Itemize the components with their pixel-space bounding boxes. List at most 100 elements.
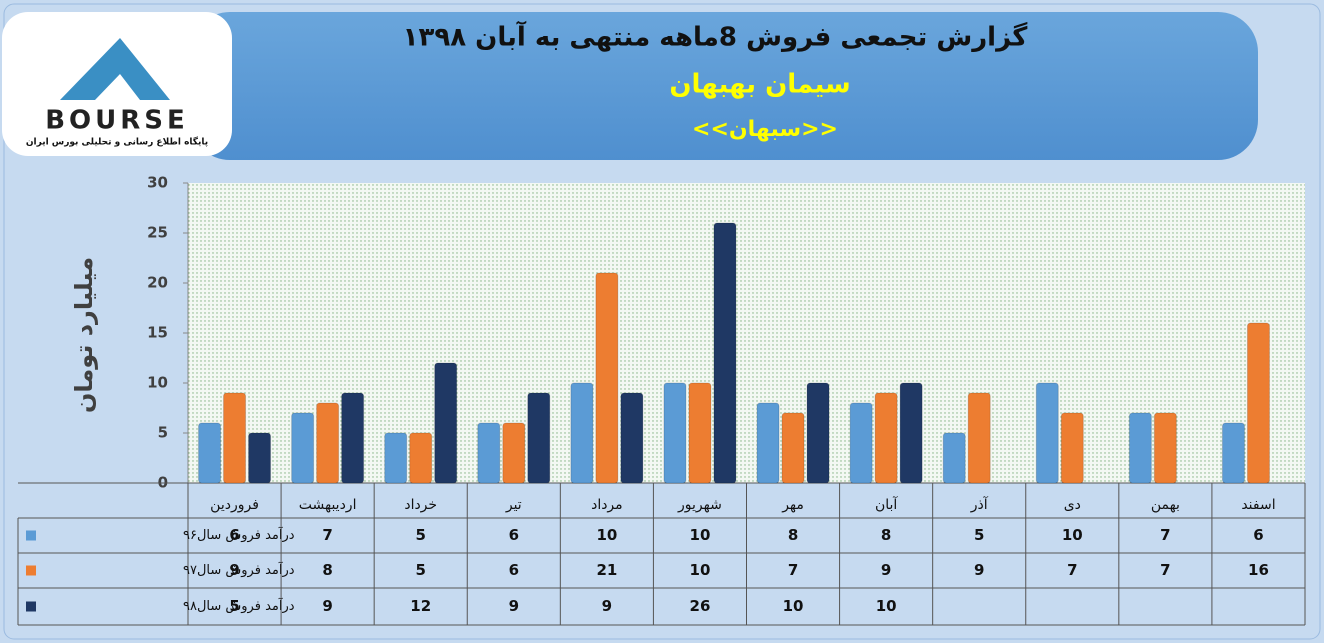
table-value: 9 bbox=[229, 561, 239, 579]
bar bbox=[198, 422, 222, 484]
legend-label: درآمد فروش سال۹۸ bbox=[183, 597, 295, 614]
table-value: 10 bbox=[876, 597, 897, 615]
table-value: 5 bbox=[415, 526, 425, 544]
x-tick-label: مهر bbox=[781, 497, 804, 513]
bar bbox=[849, 402, 873, 484]
table-value: 6 bbox=[229, 526, 239, 544]
table-value: 9 bbox=[974, 561, 984, 579]
bar bbox=[967, 392, 991, 484]
table-value: 6 bbox=[509, 561, 519, 579]
x-tick-label: اسفند bbox=[1241, 497, 1275, 513]
legend-label: درآمد فروش سال۹۶ bbox=[183, 526, 295, 543]
table-value: 10 bbox=[690, 561, 711, 579]
x-tick-label: تیر bbox=[505, 497, 522, 513]
table-value: 8 bbox=[322, 561, 332, 579]
y-tick-label: 10 bbox=[147, 374, 168, 392]
table-value: 9 bbox=[602, 597, 612, 615]
bar bbox=[620, 392, 644, 484]
bar bbox=[688, 382, 712, 484]
bar bbox=[713, 222, 737, 484]
table-value: 12 bbox=[410, 597, 431, 615]
header bbox=[190, 12, 1258, 160]
y-tick-label: 15 bbox=[147, 324, 168, 342]
x-tick-label: فروردین bbox=[210, 497, 259, 513]
table-value: 9 bbox=[509, 597, 519, 615]
bar bbox=[806, 382, 830, 484]
table-value: 5 bbox=[974, 526, 984, 544]
logo-text: BOURSE bbox=[45, 106, 189, 136]
x-tick-label: دی bbox=[1064, 497, 1081, 513]
x-tick-label: آذر bbox=[970, 496, 989, 513]
table-value: 9 bbox=[881, 561, 891, 579]
bar bbox=[942, 432, 966, 484]
table-value: 7 bbox=[1160, 526, 1170, 544]
x-tick-label: آبان bbox=[875, 496, 898, 513]
bar bbox=[595, 272, 619, 484]
bar bbox=[341, 392, 365, 484]
table-value: 6 bbox=[509, 526, 519, 544]
bar bbox=[502, 422, 526, 484]
table-value: 7 bbox=[1067, 561, 1077, 579]
table-value: 8 bbox=[788, 526, 798, 544]
bar bbox=[384, 432, 408, 484]
logo-tagline: پایگاه اطلاع رسانی و تحلیلی بورس ایران bbox=[26, 136, 208, 148]
bar bbox=[1246, 322, 1270, 484]
legend-label: درآمد فروش سال۹۷ bbox=[183, 561, 295, 578]
bar bbox=[663, 382, 687, 484]
bar bbox=[1153, 412, 1177, 484]
bar bbox=[1060, 412, 1084, 484]
bar bbox=[248, 432, 272, 484]
table-value: 6 bbox=[1253, 526, 1263, 544]
x-tick-label: بهمن bbox=[1151, 497, 1180, 513]
y-tick-label: 5 bbox=[158, 424, 168, 442]
bar bbox=[409, 432, 433, 484]
legend-swatch bbox=[26, 530, 36, 541]
table-value: 9 bbox=[322, 597, 332, 615]
table-value: 5 bbox=[415, 561, 425, 579]
y-tick-label: 20 bbox=[147, 274, 168, 292]
x-tick-label: اردیبهشت bbox=[299, 497, 357, 513]
table-value: 10 bbox=[1062, 526, 1083, 544]
bar bbox=[1128, 412, 1152, 484]
bar bbox=[223, 392, 247, 484]
y-tick-label: 30 bbox=[147, 174, 168, 192]
table-value: 7 bbox=[788, 561, 798, 579]
bar bbox=[874, 392, 898, 484]
x-tick-label: خرداد bbox=[404, 497, 437, 513]
bar bbox=[434, 362, 458, 484]
y-tick-label: 25 bbox=[147, 224, 168, 242]
bar bbox=[477, 422, 501, 484]
bar bbox=[316, 402, 340, 484]
bar bbox=[527, 392, 551, 484]
table-value: 10 bbox=[690, 526, 711, 544]
logo-icon bbox=[60, 38, 170, 100]
table-value: 10 bbox=[596, 526, 617, 544]
x-tick-label: مرداد bbox=[591, 497, 623, 513]
table-value: 26 bbox=[690, 597, 711, 615]
chart-subtitle: سیمان بهبهان bbox=[669, 70, 850, 100]
bar bbox=[1035, 382, 1059, 484]
table-value: 8 bbox=[881, 526, 891, 544]
y-axis-label: میلیارد تومان bbox=[70, 257, 98, 413]
chart-title: گزارش تجمعی فروش 8ماهه منتهی به آبان ۱۳۹… bbox=[403, 21, 1029, 53]
bar bbox=[899, 382, 923, 484]
table-value: 21 bbox=[596, 561, 617, 579]
table-value: 10 bbox=[783, 597, 804, 615]
table-value: 16 bbox=[1248, 561, 1269, 579]
bar bbox=[570, 382, 594, 484]
legend-swatch bbox=[26, 565, 36, 576]
bar bbox=[291, 412, 315, 484]
bar bbox=[1221, 422, 1245, 484]
bar bbox=[756, 402, 780, 484]
frame bbox=[3, 3, 1321, 640]
plot-area bbox=[188, 183, 1305, 483]
table-value: 7 bbox=[1160, 561, 1170, 579]
x-tick-label: شهریور bbox=[677, 497, 722, 513]
symbol: <<سبهان>> bbox=[692, 117, 838, 142]
bar bbox=[781, 412, 805, 484]
table-value: 7 bbox=[322, 526, 332, 544]
logo-box bbox=[2, 12, 232, 156]
legend-swatch bbox=[26, 601, 36, 612]
table-value: 5 bbox=[229, 597, 239, 615]
